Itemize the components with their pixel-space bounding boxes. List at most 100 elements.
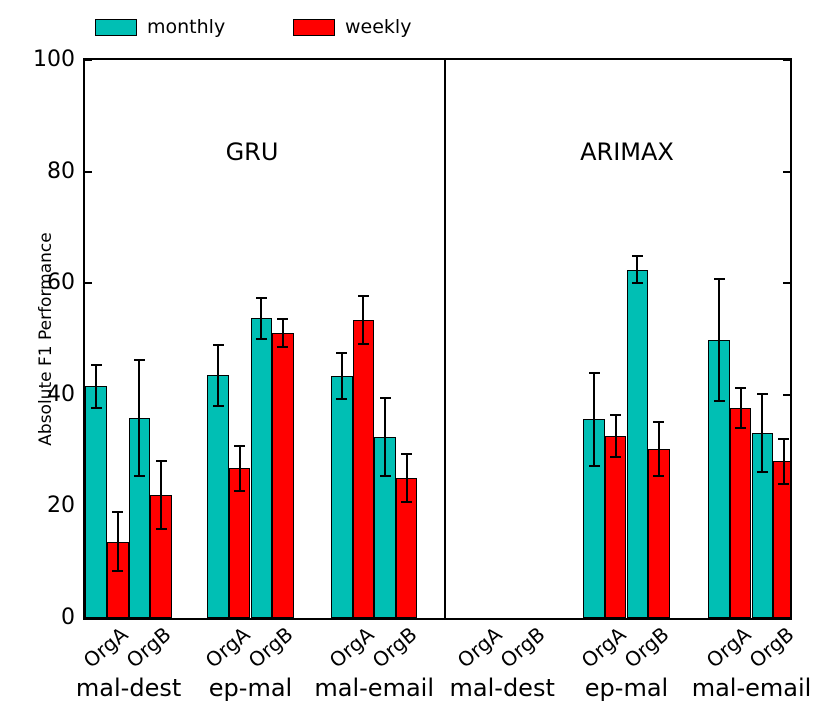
error-bar-cap-bottom xyxy=(277,345,289,348)
bar-weekly xyxy=(729,408,752,618)
y-tick-label: 60 xyxy=(47,270,75,296)
error-bar-cap-top xyxy=(212,343,224,346)
error-bar-cap-top xyxy=(357,295,369,298)
error-bar-line xyxy=(405,453,408,502)
x-category-label: mal-dest xyxy=(75,674,182,702)
x-org-label: OrgB xyxy=(495,622,550,673)
error-bar-cap-top xyxy=(756,392,768,395)
error-bar-line xyxy=(160,460,162,529)
error-bar-cap-bottom xyxy=(401,500,413,503)
error-bar-cap-top xyxy=(90,364,102,367)
x-org-label: OrgA xyxy=(324,622,379,673)
legend-label-weekly: weekly xyxy=(345,16,412,38)
error-bar-cap-bottom xyxy=(212,404,224,407)
error-bar-cap-top xyxy=(735,387,747,390)
y-tick-right xyxy=(783,282,790,285)
error-bar-cap-top xyxy=(401,452,413,455)
error-bar-cap-top xyxy=(713,277,725,280)
error-bar-cap-bottom xyxy=(735,427,747,430)
panel-divider xyxy=(444,60,446,618)
error-bar-cap-bottom xyxy=(713,400,725,403)
error-bar-cap-bottom xyxy=(255,338,267,340)
error-bar-line xyxy=(217,344,220,406)
y-tick-label: 0 xyxy=(61,605,75,630)
error-bar-line xyxy=(138,359,141,476)
y-tick-label: 100 xyxy=(33,47,75,72)
error-bar-cap-top xyxy=(631,255,643,258)
x-org-label: OrgB xyxy=(243,622,298,673)
legend-swatch-monthly xyxy=(95,19,137,36)
error-bar-line xyxy=(260,297,263,339)
bar-monthly xyxy=(207,375,229,618)
error-bar-cap-bottom xyxy=(155,527,167,530)
y-tick-right xyxy=(783,393,790,396)
error-bar-line xyxy=(782,438,785,484)
error-bar-line xyxy=(362,296,365,345)
legend-swatch-weekly xyxy=(293,19,335,36)
error-bar-cap-bottom xyxy=(653,475,665,478)
error-bar-line xyxy=(116,511,119,572)
bar-weekly xyxy=(352,320,375,618)
error-bar-cap-bottom xyxy=(336,397,348,400)
error-bar-cap-bottom xyxy=(756,470,768,473)
plot-frame xyxy=(83,58,792,620)
error-bar-line xyxy=(761,393,764,472)
error-bar-line xyxy=(281,318,284,347)
x-org-label: OrgA xyxy=(701,622,756,673)
x-org-label: OrgA xyxy=(576,622,631,673)
error-bar-line xyxy=(593,373,596,466)
bar-weekly xyxy=(604,436,627,618)
error-bar-cap-top xyxy=(336,351,348,354)
error-bar-cap-bottom xyxy=(234,490,246,493)
y-axis-title: Absolute F1 Performance xyxy=(36,232,56,446)
error-bar-cap-top xyxy=(653,420,665,423)
error-bar-line xyxy=(657,421,660,477)
x-org-label: OrgB xyxy=(744,622,799,673)
error-bar-cap-top xyxy=(277,317,289,320)
y-tick-left xyxy=(85,282,92,285)
bar-monthly xyxy=(250,318,273,618)
y-tick-right xyxy=(783,60,790,61)
bar-monthly xyxy=(331,375,353,618)
bar-weekly xyxy=(773,461,790,618)
error-bar-cap-top xyxy=(133,358,145,361)
error-bar-line xyxy=(95,365,98,408)
error-bar-cap-bottom xyxy=(610,456,622,459)
x-category-label: mal-dest xyxy=(449,674,555,702)
x-org-label: OrgB xyxy=(367,622,422,673)
x-org-label: OrgA xyxy=(452,622,507,673)
y-tick-left xyxy=(85,170,92,173)
bar-monthly xyxy=(85,386,107,618)
bar-weekly xyxy=(272,332,294,618)
x-category-label: mal-email xyxy=(691,674,812,702)
error-bar-cap-bottom xyxy=(588,464,600,467)
error-bar-cap-top xyxy=(778,437,790,440)
error-bar-cap-bottom xyxy=(133,474,145,477)
x-org-label: OrgA xyxy=(200,622,255,673)
x-org-label: OrgB xyxy=(619,622,674,673)
error-bar-cap-bottom xyxy=(379,475,391,478)
x-category-label: ep-mal xyxy=(208,674,293,702)
y-tick-label: 80 xyxy=(47,158,75,184)
error-bar-line xyxy=(614,414,617,458)
panel-title: ARIMAX xyxy=(580,138,674,166)
error-bar-cap-bottom xyxy=(112,570,124,573)
error-bar-cap-bottom xyxy=(357,343,369,346)
y-tick-label: 20 xyxy=(47,493,75,519)
error-bar-cap-top xyxy=(234,444,246,447)
x-org-label: OrgB xyxy=(121,622,176,673)
error-bar-cap-top xyxy=(610,413,622,416)
error-bar-cap-top xyxy=(379,397,391,400)
error-bar-cap-top xyxy=(588,372,600,375)
error-bar-cap-bottom xyxy=(631,282,643,285)
x-category-label: ep-mal xyxy=(584,674,669,702)
error-bar-line xyxy=(739,388,742,429)
error-bar-line xyxy=(718,278,721,402)
bar-monthly xyxy=(626,269,649,618)
error-bar-line xyxy=(636,256,639,284)
panel-title: GRU xyxy=(225,138,279,166)
legend-label-monthly: monthly xyxy=(147,16,226,38)
error-bar-cap-top xyxy=(255,296,267,299)
error-bar-line xyxy=(340,352,343,399)
